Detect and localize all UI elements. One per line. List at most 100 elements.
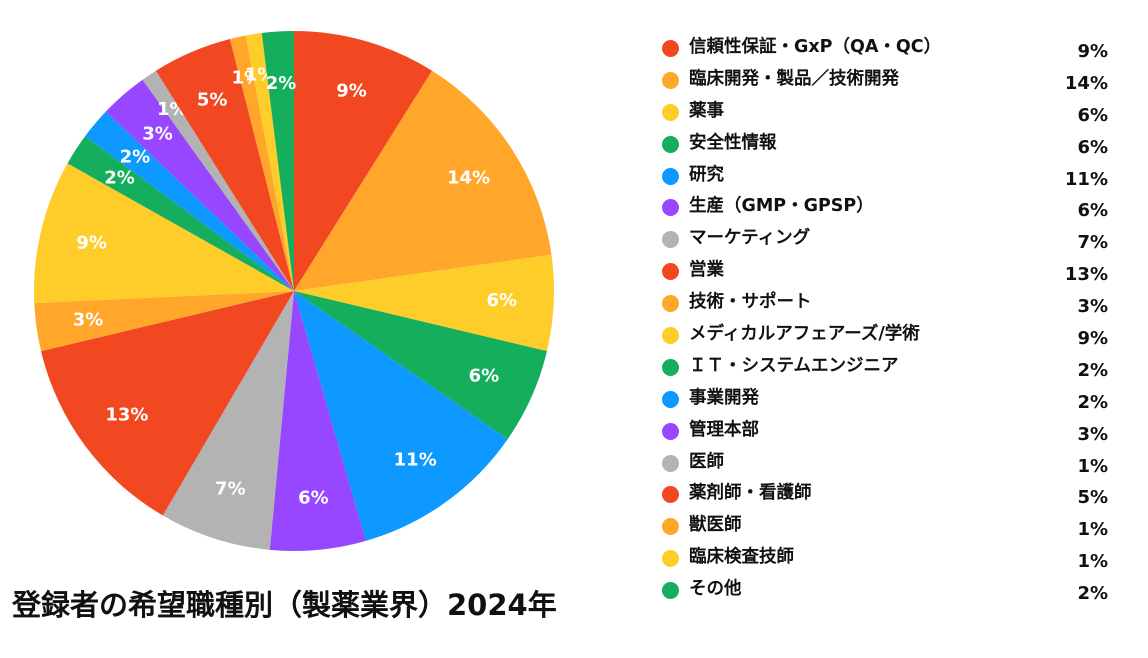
- legend-label: ＩＴ・システムエンジニア: [689, 355, 899, 376]
- pie-slice: [294, 291, 508, 541]
- pie-slice: [142, 70, 294, 291]
- slice-value-label: 6%: [469, 365, 500, 386]
- legend-item: 医師 1%: [662, 447, 1112, 479]
- legend-swatch: [662, 199, 679, 217]
- legend-label: 生産（GMP・GPSP）: [689, 196, 874, 217]
- legend-label: マーケティング: [689, 228, 811, 249]
- legend-label: 技術・サポート: [689, 292, 812, 313]
- legend-item: 事業開発 2%: [662, 383, 1112, 415]
- slice-value-label: 2%: [104, 167, 135, 188]
- pie-slice: [105, 79, 294, 291]
- legend-value: 6%: [1077, 104, 1108, 126]
- legend-swatch: [662, 422, 679, 440]
- chart-title: 登録者の希望職種別（製薬業界）2024年: [12, 588, 557, 622]
- legend-item: 技術・サポート 3%: [662, 287, 1112, 319]
- pie-slice: [261, 31, 294, 291]
- slice-value-label: 6%: [486, 290, 517, 311]
- pie-slice: [85, 111, 294, 292]
- pie-slice: [294, 70, 552, 291]
- pie-slice: [294, 291, 547, 440]
- legend-swatch: [662, 231, 679, 249]
- legend-item: メディカルアフェアーズ/学術 9%: [662, 319, 1112, 351]
- legend-value: 3%: [1077, 423, 1108, 445]
- legend-value: 7%: [1077, 232, 1108, 254]
- legend-item: 臨床開発・製品／技術開発 14%: [662, 64, 1112, 96]
- legend-swatch: [662, 295, 679, 313]
- legend-swatch: [662, 103, 679, 121]
- pie-slice: [162, 291, 294, 550]
- legend-item: 薬事 6%: [662, 96, 1112, 128]
- legend-swatch: [662, 327, 679, 345]
- legend-label: 臨床検査技師: [689, 547, 794, 568]
- legend-label: メディカルアフェアーズ/学術: [689, 324, 920, 345]
- legend-swatch: [662, 40, 679, 57]
- legend-swatch: [662, 486, 679, 504]
- legend-value: 11%: [1064, 168, 1108, 190]
- legend-item: 薬剤師・看護師 5%: [662, 478, 1112, 510]
- slice-value-label: 2%: [120, 147, 151, 168]
- pie-slice: [245, 33, 294, 292]
- legend-label: 信頼性保証・GxP（QA・QC）: [689, 37, 942, 57]
- legend-swatch: [662, 390, 679, 408]
- legend-swatch: [662, 454, 679, 472]
- legend-value: 5%: [1077, 487, 1108, 509]
- legend-value: 2%: [1077, 583, 1108, 605]
- legend-value: 1%: [1077, 519, 1108, 541]
- slice-value-label: 2%: [266, 73, 297, 94]
- legend-swatch: [662, 550, 679, 568]
- pie-slice: [229, 35, 294, 292]
- slice-value-label: 7%: [215, 479, 246, 500]
- slice-value-label: 5%: [197, 89, 228, 110]
- pie-slice: [33, 163, 294, 304]
- legend-value: 2%: [1077, 391, 1108, 413]
- legend-label: 管理本部: [689, 419, 759, 440]
- legend-label: その他: [689, 579, 742, 600]
- slice-value-label: 11%: [394, 450, 437, 471]
- slice-value-label: 13%: [105, 404, 148, 425]
- legend-label: 薬剤師・看護師: [689, 483, 812, 504]
- pie-slice: [294, 31, 433, 291]
- legend-item: ＩＴ・システムエンジニア 2%: [662, 351, 1112, 383]
- legend: 信頼性保証・GxP（QA・QC） 9% 臨床開発・製品／技術開発 14% 薬事 6% 安全性…: [662, 32, 1112, 606]
- slice-value-label: 3%: [73, 310, 104, 331]
- legend-label: 薬事: [689, 100, 724, 121]
- legend-item: 営業 13%: [662, 255, 1112, 287]
- legend-item: 安全性情報 6%: [662, 128, 1112, 160]
- legend-label: 研究: [689, 164, 724, 185]
- legend-item: 獣医師 1%: [662, 510, 1112, 542]
- legend-item: その他 2%: [662, 574, 1112, 606]
- legend-value: 9%: [1077, 41, 1108, 62]
- legend-item: 生産（GMP・GPSP） 6%: [662, 191, 1112, 223]
- legend-item: マーケティング 7%: [662, 223, 1112, 255]
- legend-item: 管理本部 3%: [662, 415, 1112, 447]
- legend-swatch: [662, 518, 679, 536]
- legend-swatch: [662, 358, 679, 376]
- legend-label: 獣医師: [689, 515, 742, 536]
- pie-slice: [294, 254, 554, 352]
- pie-slice: [155, 39, 294, 292]
- legend-value: 6%: [1077, 200, 1108, 222]
- legend-item: 臨床検査技師 1%: [662, 542, 1112, 574]
- pie-slice: [41, 291, 295, 516]
- legend-value: 9%: [1077, 328, 1108, 350]
- slice-value-label: 14%: [447, 167, 490, 188]
- legend-value: 13%: [1064, 264, 1108, 286]
- legend-value: 14%: [1064, 72, 1108, 94]
- slice-value-label: 9%: [336, 81, 367, 102]
- legend-swatch: [662, 135, 679, 153]
- legend-swatch: [662, 582, 679, 600]
- legend-label: 事業開発: [689, 387, 759, 408]
- legend-value: 1%: [1077, 551, 1108, 573]
- legend-label: 安全性情報: [689, 132, 777, 153]
- legend-label: 営業: [689, 260, 724, 281]
- legend-label: 臨床開発・製品／技術開発: [689, 68, 899, 89]
- pie-slice: [269, 291, 366, 551]
- legend-item: 信頼性保証・GxP（QA・QC） 9%: [662, 32, 1112, 64]
- legend-value: 6%: [1077, 136, 1108, 158]
- legend-swatch: [662, 263, 679, 281]
- legend-value: 1%: [1077, 455, 1108, 477]
- legend-swatch: [662, 167, 679, 185]
- legend-item: 研究 11%: [662, 160, 1112, 192]
- pie-slice: [34, 291, 294, 352]
- legend-label: 医師: [689, 451, 724, 472]
